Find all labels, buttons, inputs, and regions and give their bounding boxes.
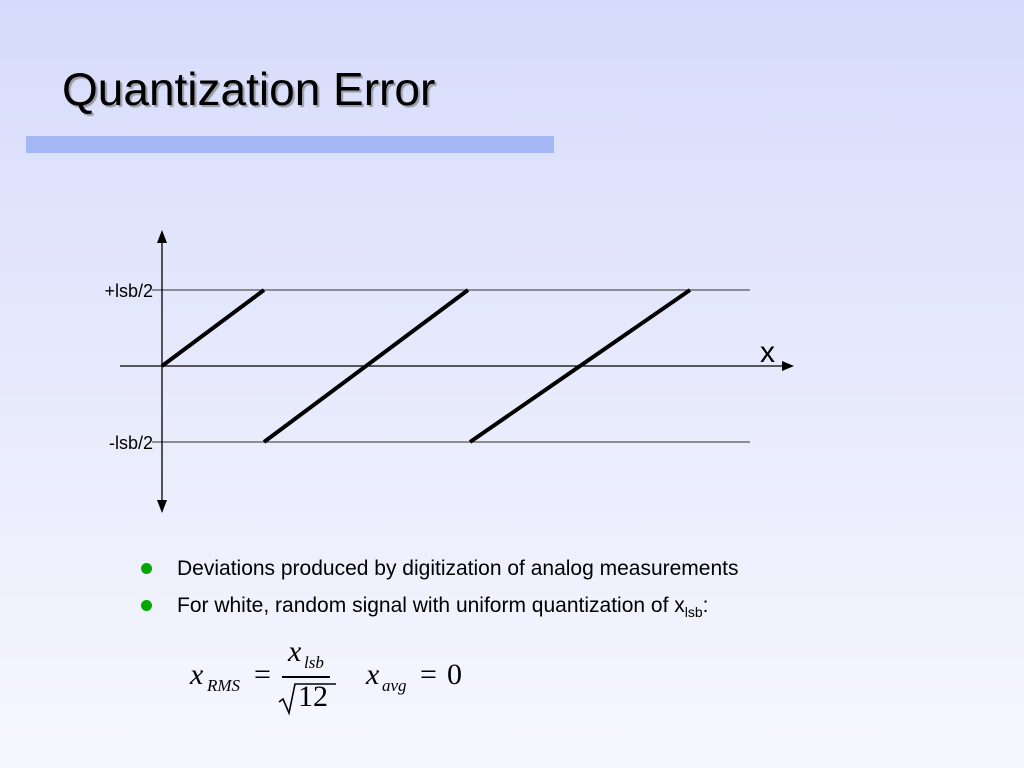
bullet-dot-icon	[141, 563, 152, 574]
rms-variable: x	[190, 658, 204, 691]
rms-formula: x RMS = x lsb 12 x avg = 0	[190, 635, 490, 718]
square-root-icon	[278, 683, 336, 716]
bullet-item: Deviations produced by digitization of a…	[140, 555, 739, 592]
bullet-suffix: :	[702, 594, 709, 617]
y-axis-arrow-up	[157, 230, 167, 243]
bullet-text: Deviations produced by digitization of a…	[177, 557, 739, 580]
avg-equals: =	[420, 658, 437, 691]
bullet-text: For white, random signal with uniform qu…	[177, 594, 685, 617]
avg-subscript: avg	[382, 676, 407, 695]
rms-subscript: RMS	[207, 676, 241, 695]
rms-equals: =	[254, 658, 271, 691]
sawtooth-segment	[160, 288, 266, 368]
bullet-list: Deviations produced by digitization of a…	[140, 555, 739, 629]
sawtooth-segment	[468, 288, 692, 444]
y-axis-arrow-down	[157, 500, 167, 513]
slide-title: Quantization Error	[62, 63, 436, 115]
avg-value: 0	[447, 658, 462, 691]
sawtooth-segment	[262, 288, 470, 444]
denominator-value: 12	[298, 680, 328, 713]
numerator-variable: x	[288, 635, 302, 668]
bullet-subscript: lsb	[684, 604, 703, 620]
avg-variable: x	[366, 658, 380, 691]
x-axis-arrowhead	[782, 361, 794, 371]
upper-limit-label: +lsb/2	[104, 281, 153, 301]
numerator-subscript: lsb	[304, 653, 324, 672]
bullet-item: For white, random signal with uniform qu…	[140, 592, 739, 629]
bullet-dot-icon	[141, 600, 152, 611]
lower-limit-label: -lsb/2	[109, 433, 153, 453]
title-underline	[26, 136, 554, 153]
x-axis-label: x	[760, 336, 775, 369]
fraction-bar	[282, 676, 330, 678]
